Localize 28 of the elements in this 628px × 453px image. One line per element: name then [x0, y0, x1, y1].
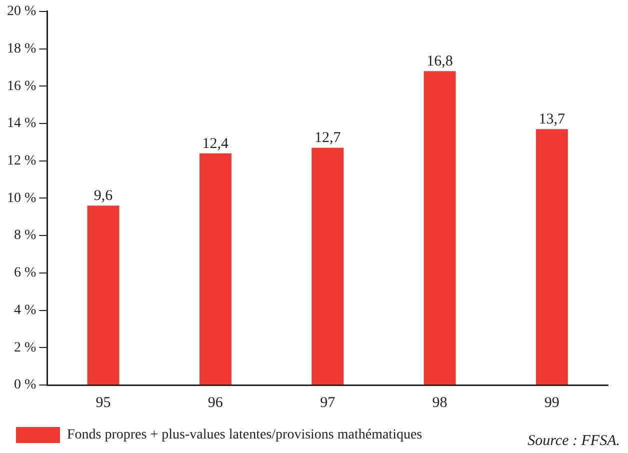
y-tick-label: 6 % [14, 266, 36, 281]
y-tick-label: 0 % [14, 378, 36, 393]
y-tick-label: 14 % [6, 116, 36, 132]
x-tick-label: 96 [208, 394, 224, 411]
x-tick-label: 99 [544, 394, 560, 411]
y-tick-label: 20 % [6, 4, 36, 20]
bar [536, 129, 568, 384]
bar [424, 71, 456, 384]
y-tick-label: 4 % [14, 302, 36, 318]
data-label: 16,8 [426, 54, 453, 70]
data-label: 12,4 [202, 136, 230, 152]
data-label: 9,6 [94, 188, 114, 204]
y-tick-label: 12 % [6, 154, 36, 169]
y-tick-label: 2 % [14, 340, 36, 356]
bar [87, 206, 120, 384]
x-tick-label: 95 [96, 394, 111, 411]
y-tick-label: 10 % [6, 190, 36, 206]
x-tick-label: 98 [432, 394, 448, 411]
bar [199, 153, 232, 384]
data-label: 12,7 [314, 130, 342, 146]
data-label: 13,7 [538, 112, 566, 128]
legend-label: Fonds propres + plus-values latentes/provisions mathématiques [67, 428, 422, 443]
bar [312, 148, 344, 384]
y-tick-label: 8 % [14, 228, 36, 244]
x-tick-label: 97 [320, 394, 336, 411]
y-tick-label: 18 % [6, 41, 36, 56]
y-tick-label: 16 % [6, 78, 36, 94]
source-note: Source : FFSA. [528, 432, 620, 449]
